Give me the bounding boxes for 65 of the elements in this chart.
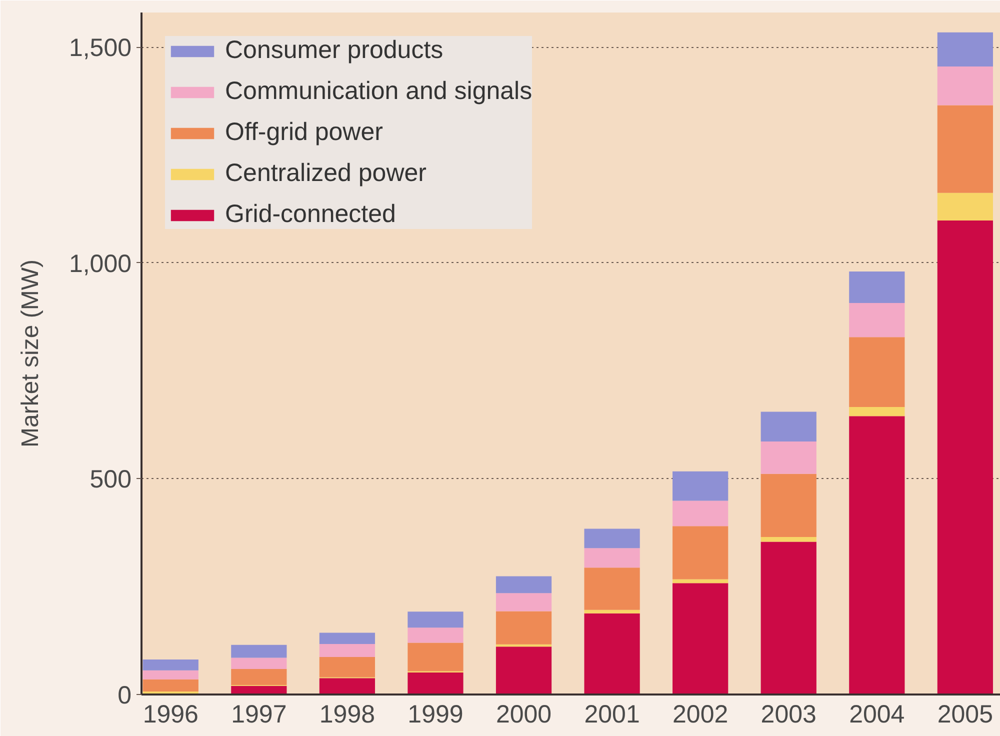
bar: [231, 644, 287, 658]
bar: [408, 672, 464, 694]
bar: [496, 611, 552, 644]
bar: [672, 526, 728, 580]
bar: [584, 568, 640, 610]
legend-label: Consumer products: [225, 36, 444, 65]
bar: [142, 679, 198, 692]
x-tick-label: 2001: [584, 700, 640, 728]
x-tick-label: 1998: [319, 700, 376, 728]
bar: [937, 192, 993, 221]
bar: [849, 337, 905, 408]
x-tick-label: 2002: [672, 700, 728, 728]
y-tick-label: 1,000: [68, 250, 132, 278]
bar: [231, 658, 287, 670]
bar: [408, 642, 464, 672]
bar: [760, 536, 816, 542]
legend-label: Grid-connected: [225, 200, 396, 229]
bar: [760, 442, 816, 474]
bar: [584, 548, 640, 568]
bar: [849, 271, 905, 303]
bar: [408, 612, 464, 628]
bar: [672, 583, 728, 694]
x-tick-label: 2004: [849, 700, 905, 728]
bar: [672, 471, 728, 501]
bar: [672, 579, 728, 584]
y-axis-title: Market size (MW): [16, 259, 44, 448]
bar: [142, 660, 198, 670]
bar: [760, 474, 816, 537]
bar: [496, 576, 552, 594]
legend-label: Off-grid power: [225, 118, 383, 147]
legend-label: Communication and signals: [225, 77, 532, 106]
bar: [849, 407, 905, 416]
bar: [937, 66, 993, 106]
bar: [849, 302, 905, 338]
y-tick-label: 500: [90, 466, 132, 494]
bar: [496, 593, 552, 612]
bar: [849, 416, 905, 694]
y-tick-label: 0: [118, 682, 132, 710]
bar: [937, 220, 993, 694]
x-tick-label: 1999: [408, 700, 464, 728]
bar: [319, 632, 376, 644]
x-tick-label: 1997: [231, 700, 287, 728]
bar: [584, 610, 640, 614]
bar: [584, 613, 640, 694]
bar: [142, 691, 198, 694]
bar: [496, 646, 552, 694]
x-tick-label: 2000: [496, 700, 552, 728]
bar: [231, 669, 287, 686]
bar: [142, 670, 198, 680]
bar: [319, 644, 376, 657]
y-tick-label: 1,500: [68, 34, 132, 62]
legend-label: Centralized power: [225, 159, 426, 188]
bar: [408, 628, 464, 643]
x-tick-label: 1996: [142, 700, 198, 728]
bar: [672, 500, 728, 526]
bar: [496, 644, 552, 647]
bar: [937, 32, 993, 66]
bar: [760, 412, 816, 442]
bar: [319, 678, 376, 694]
bar: [584, 528, 640, 548]
bar: [319, 656, 376, 678]
x-tick-label: 2003: [760, 700, 816, 728]
bar: [760, 542, 816, 694]
bar: [937, 105, 993, 193]
x-tick-label: 2005: [937, 700, 994, 728]
